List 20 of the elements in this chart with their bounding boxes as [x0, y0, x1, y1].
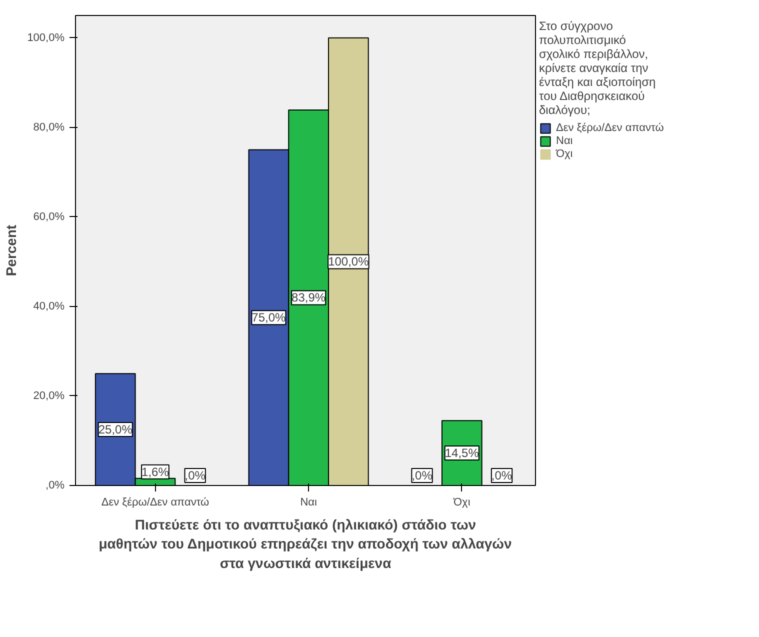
data-label: 25,0%: [98, 422, 133, 437]
y-tick-label: 20,0%: [33, 390, 65, 402]
y-tick-label: 80,0%: [33, 121, 65, 134]
x-tick-label: Ναι: [300, 496, 318, 508]
y-tick-label: 100,0%: [27, 32, 65, 44]
legend-label: Δεν ξέρω/Δεν απαντώ: [556, 122, 664, 134]
data-label: ,0%: [184, 468, 206, 482]
y-axis-title: Percent: [3, 224, 20, 276]
data-label: 14,5%: [444, 446, 480, 460]
legend-title: Στο σύγχρονο πολυπολιτισμικό σχολικό περιβάλλον, κρίνετε αναγκαία την ένταξη και αξιοποίηση του Διαθρησκειακού διαλόγου;: [539, 19, 657, 117]
y-tick-label: 60,0%: [33, 210, 65, 223]
x-axis-title: Πιστεύετε ότι το αναπτυξιακό (ηλικιακό) στάδιο των μαθητών του Δημοτικού επηρεάζει την αποδοχή των αλλαγών στα γνωστικά αντικείμενα: [98, 516, 512, 571]
y-tick-label: 40,0%: [33, 300, 65, 312]
legend-label: Όχι: [556, 148, 574, 160]
data-label: ,0%: [412, 468, 433, 482]
legend-label: Ναι: [556, 135, 574, 147]
y-tick-label: ,0%: [46, 480, 65, 492]
data-label: 1,6%: [142, 464, 170, 479]
x-tick-label: Όχι: [452, 496, 471, 508]
x-tick-label: Δεν ξέρω/Δεν απαντώ: [101, 496, 210, 508]
